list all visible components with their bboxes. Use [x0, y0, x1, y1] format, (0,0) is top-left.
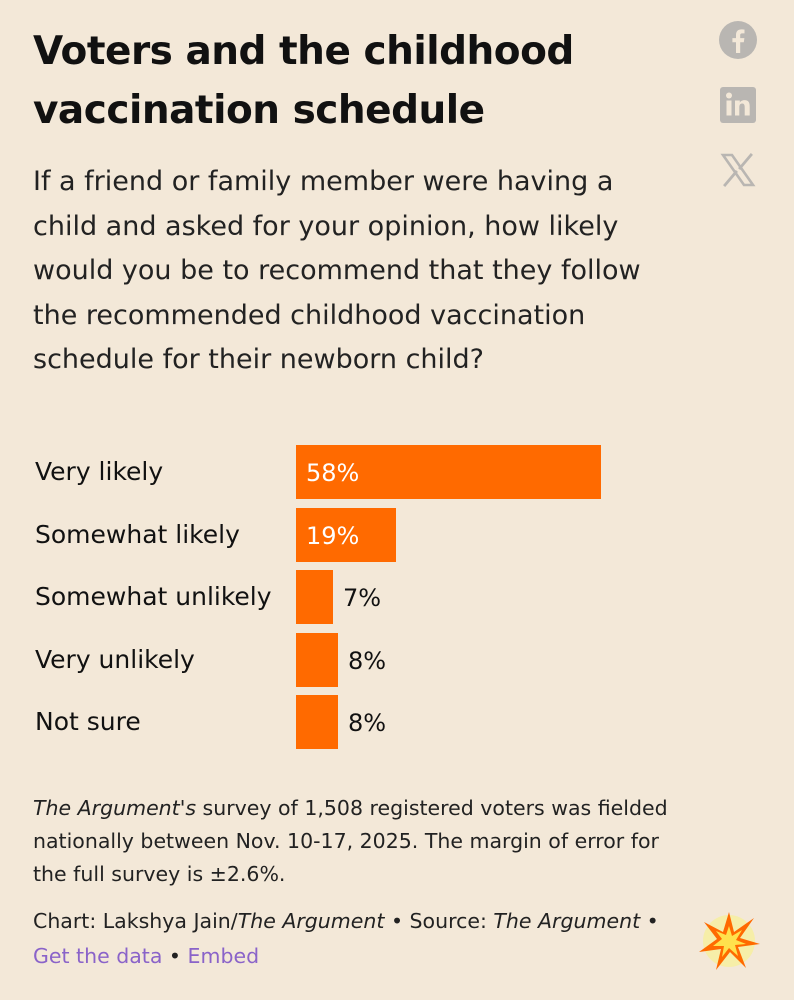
credit-publication: The Argument	[237, 909, 385, 933]
burst-logo-icon	[696, 908, 762, 974]
value-label: 7%	[343, 584, 382, 612]
bar	[296, 507, 396, 562]
chart-credit: Chart: Lakshya Jain/The Argument • Sourc…	[33, 904, 673, 974]
category-label: Not sure	[35, 707, 141, 736]
separator: •	[640, 909, 659, 933]
category-label: Somewhat likely	[35, 519, 240, 549]
bar-chart: Very likely 58% Somewhat likely 19% Somewhat…	[0, 440, 794, 760]
facebook-icon[interactable]	[718, 20, 758, 60]
note-text: survey of 1,508 registered voters was fi…	[33, 796, 668, 886]
source-prefix: • Source:	[384, 909, 494, 933]
category-label: Very likely	[35, 457, 164, 486]
get-data-link[interactable]: Get the data	[33, 944, 163, 968]
value-label: 58%	[306, 459, 360, 487]
value-label: 8%	[348, 709, 387, 737]
value-label: 19%	[306, 521, 360, 550]
value-label: 8%	[348, 646, 387, 675]
chart-title: Voters and the childhood vaccination sch…	[33, 29, 574, 133]
credit-prefix: Chart: Lakshya Jain/	[33, 909, 238, 933]
chart-subtitle: If a friend or family member were having…	[33, 166, 641, 375]
embed-link[interactable]: Embed	[187, 944, 260, 968]
bar	[296, 570, 333, 624]
separator: •	[162, 944, 188, 968]
survey-note: The Argument's survey of 1,508 registere…	[33, 792, 673, 891]
source-publication: The Argument	[493, 909, 641, 933]
bar	[296, 695, 338, 749]
bar	[296, 445, 601, 499]
note-publication: The Argument's	[33, 796, 197, 820]
category-label: Somewhat unlikely	[35, 582, 272, 611]
category-label: Very unlikely	[35, 644, 195, 674]
x-icon[interactable]	[718, 150, 758, 190]
linkedin-icon[interactable]	[718, 85, 758, 125]
bar	[296, 632, 338, 687]
